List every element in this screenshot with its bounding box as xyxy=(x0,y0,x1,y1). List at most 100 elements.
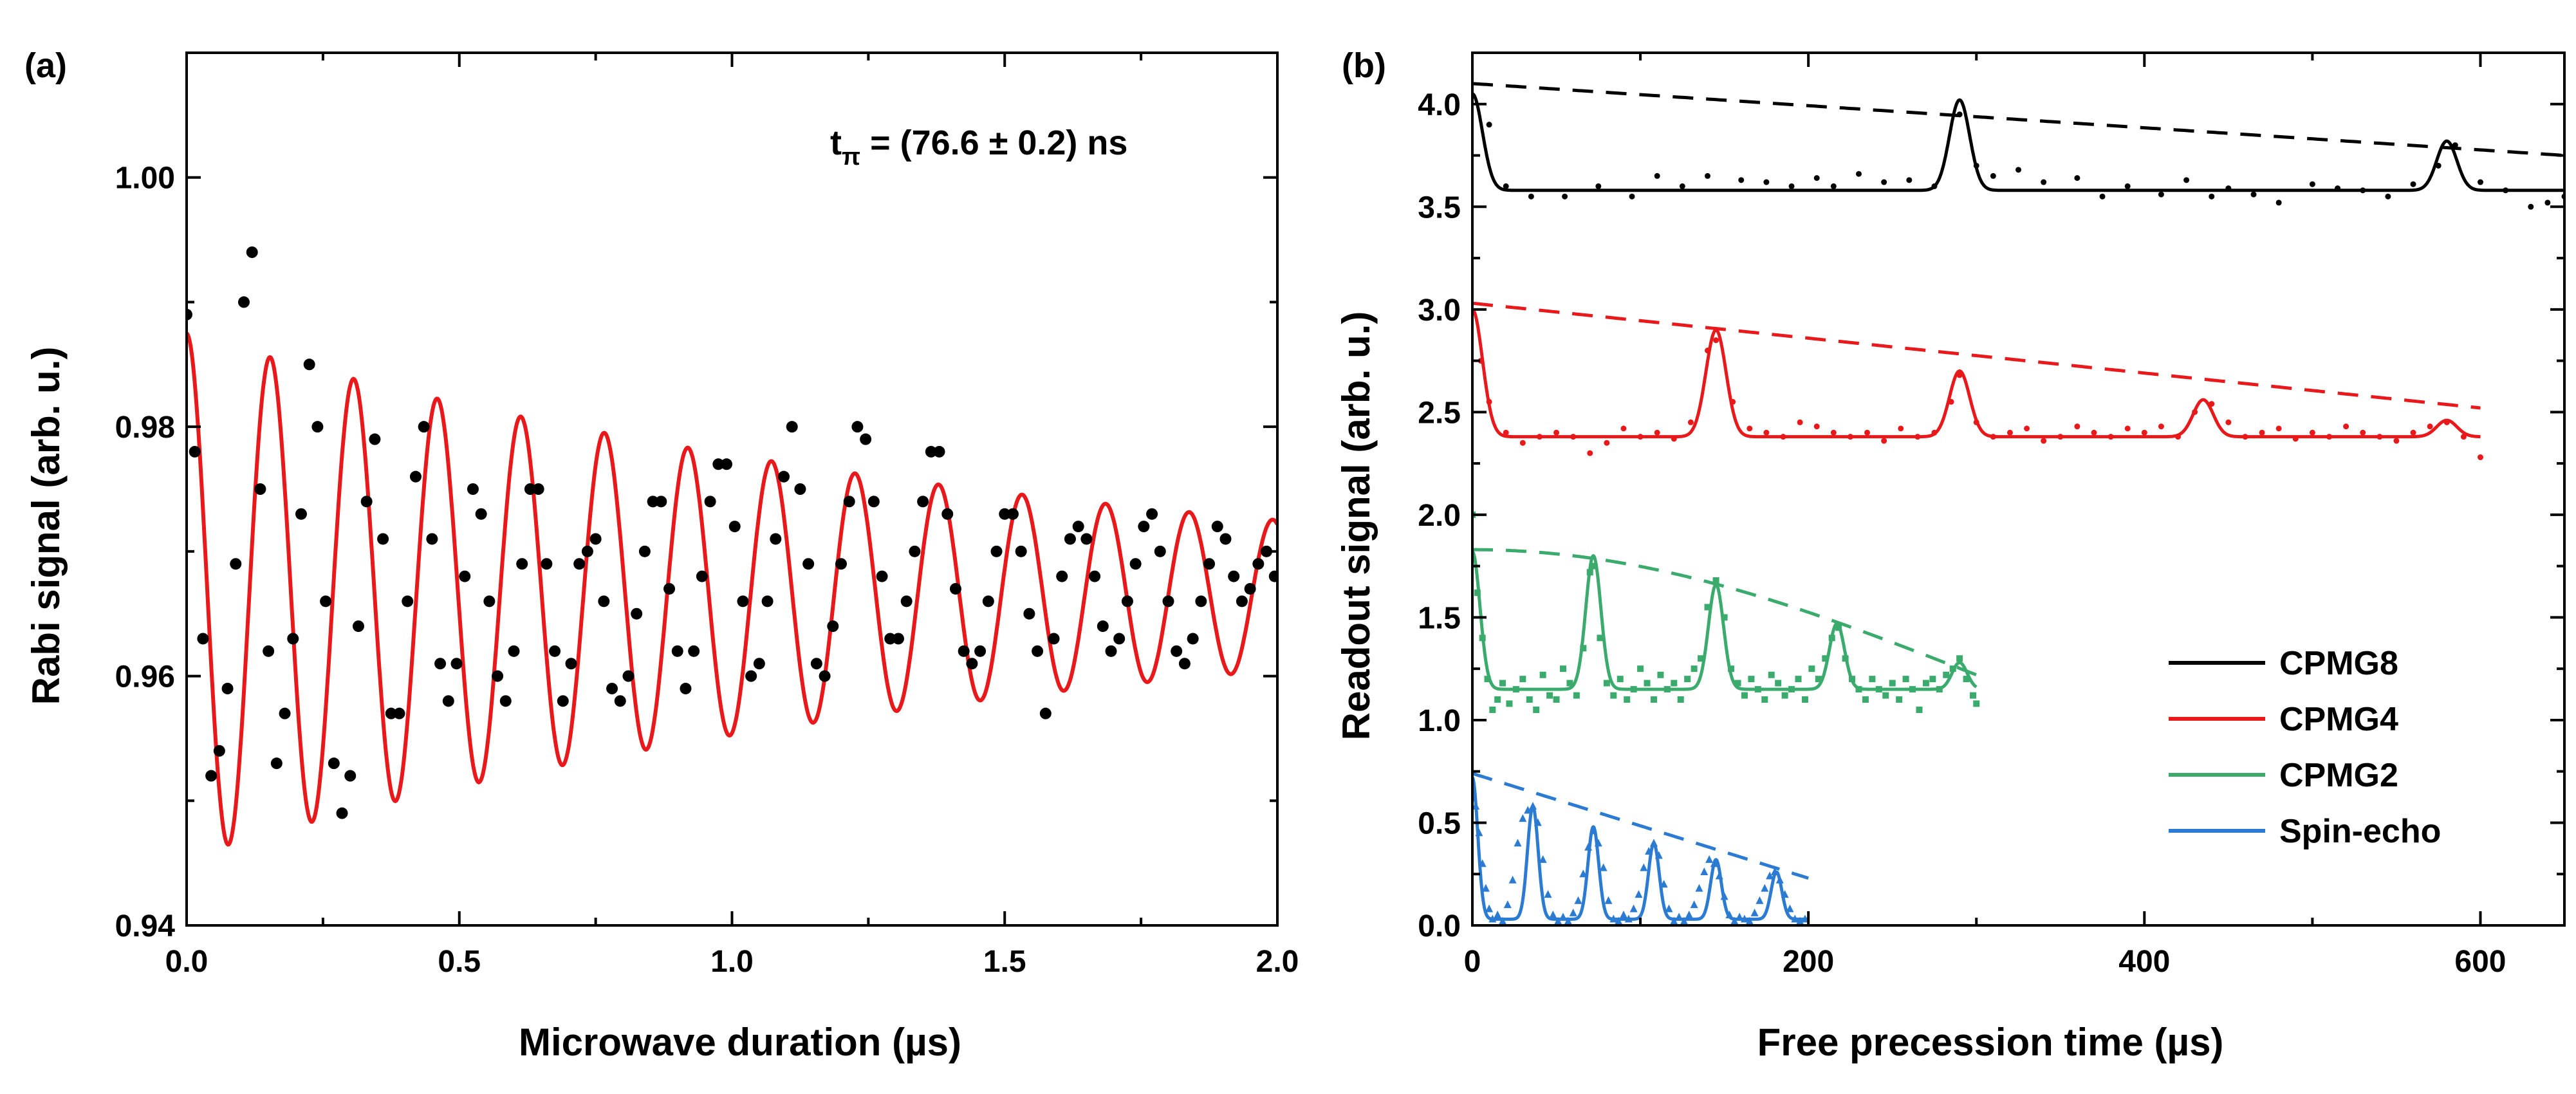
cpmg8-data-point xyxy=(1486,122,1492,128)
cpmg4-data-point xyxy=(1705,348,1711,354)
rabi-data-point xyxy=(541,558,553,570)
x-tick-label: 200 xyxy=(1783,945,1834,979)
rabi-data-point xyxy=(328,757,340,770)
rabi-data-point xyxy=(745,670,757,682)
rabi-data-point xyxy=(360,496,373,508)
spin-echo-data-point xyxy=(1750,908,1759,916)
cpmg8-data-point xyxy=(2452,142,2458,149)
panel-a-label: (a) xyxy=(24,46,67,85)
rabi-data-point xyxy=(1097,620,1109,633)
cpmg4-data-point xyxy=(2477,454,2483,461)
spin-echo-data-point xyxy=(1796,916,1804,925)
rabi-data-point xyxy=(631,607,643,620)
rabi-data-point xyxy=(925,445,937,458)
cpmg8-data-point xyxy=(1813,175,1820,181)
spin-echo-data-point xyxy=(1640,863,1648,871)
cpmg2-data-point xyxy=(1589,562,1597,570)
rabi-data-point xyxy=(426,533,438,545)
rabi-data-point xyxy=(1211,521,1223,533)
spin-echo-data-point xyxy=(1481,884,1490,892)
cpmg8-data-point xyxy=(2209,193,2215,199)
rabi-data-point xyxy=(1195,595,1207,607)
y-tick-label: 0.94 xyxy=(115,909,176,943)
rabi-data-point xyxy=(516,558,528,570)
cpmg4-data-point xyxy=(1654,429,1660,436)
rabi-data-point xyxy=(303,358,315,371)
rabi-data-point xyxy=(230,558,242,570)
cpmg2-data-point xyxy=(1617,676,1624,683)
cpmg2-data-point xyxy=(1704,604,1711,611)
cpmg2-data-point xyxy=(1882,692,1889,699)
rabi-data-point xyxy=(917,496,929,508)
cpmg4-data-point xyxy=(2309,429,2315,436)
spin-echo-data-point xyxy=(1725,911,1734,919)
rabi-data-point xyxy=(778,470,790,483)
spin-echo-data-point xyxy=(1715,871,1723,880)
rabi-data-point xyxy=(565,658,577,670)
rabi-data-point xyxy=(1064,533,1076,545)
spin-echo-data-point xyxy=(1498,916,1506,925)
cpmg4-data-point xyxy=(2024,425,2030,432)
cpmg4-data-point xyxy=(1864,429,1871,436)
cpmg4-data-point xyxy=(2192,409,2198,415)
y-tick-label: 0.5 xyxy=(1418,806,1461,840)
rabi-data-point xyxy=(835,558,847,570)
cpmg2-data-point xyxy=(1949,665,1956,672)
cpmg2-data-point xyxy=(1533,706,1540,713)
cpmg2-data-point xyxy=(1610,692,1617,699)
cpmg4-data-point xyxy=(1847,434,1853,440)
cpmg2-data-point xyxy=(1869,676,1876,683)
cpmg8-data-point xyxy=(1679,183,1685,189)
legend-cpmg2-label: CPMG2 xyxy=(2279,757,2398,794)
x-tick-label: 2.0 xyxy=(1256,945,1299,979)
cpmg4-data-point xyxy=(2091,429,2097,436)
spin-echo-data-point xyxy=(1635,890,1643,898)
cpmg4-data-point xyxy=(2259,429,2265,436)
spin-echo-data-point xyxy=(1700,867,1709,876)
rabi-data-point xyxy=(393,707,405,719)
rabi-data-point xyxy=(1203,558,1216,570)
rabi-data-point xyxy=(205,770,218,782)
spin-echo-data-point xyxy=(1494,911,1502,919)
spin-echo-data-point xyxy=(1514,839,1522,847)
rabi-data-point xyxy=(1039,707,1052,719)
cpmg2-data-point xyxy=(1691,665,1698,672)
rabi-data-point xyxy=(1219,533,1232,545)
rabi-data-point xyxy=(532,483,544,495)
cpmg2-data-point xyxy=(1896,696,1903,703)
cpmg2-data-point xyxy=(1768,671,1775,678)
rabi-data-point xyxy=(1080,533,1093,545)
cpmg2-data-point xyxy=(1842,655,1849,662)
cpmg2-data-point xyxy=(1909,686,1916,693)
cpmg8-data-point xyxy=(1881,179,1887,185)
spin-echo-data-point xyxy=(1629,904,1638,913)
cpmg8-data-point xyxy=(2410,181,2416,187)
rabi-data-point xyxy=(549,645,561,657)
rabi-data-point xyxy=(409,470,422,483)
rabi-data-point xyxy=(442,695,454,707)
cpmg2-data-point xyxy=(1489,706,1496,713)
rabi-data-point xyxy=(737,595,749,607)
cpmg4-data-point xyxy=(2393,438,2400,444)
cpmg2-data-point xyxy=(1936,686,1943,693)
panel-b-label: (b) xyxy=(1342,46,1386,85)
spin-echo-data-point xyxy=(1564,916,1572,925)
cpmg8-data-point xyxy=(2335,185,2341,192)
spin-echo-data-point xyxy=(1654,851,1663,859)
rabi-data-point xyxy=(246,246,258,258)
rabi-data-point xyxy=(1056,570,1068,582)
rabi-data-point xyxy=(475,508,487,520)
cpmg4-data-point xyxy=(1990,434,1996,440)
spin-echo-data-point xyxy=(1519,814,1527,822)
cpmg2-data-point xyxy=(1539,671,1546,678)
cpmg2-data-point xyxy=(1822,655,1829,662)
panel-a-y-axis-title: Rabi signal (arb. u.) xyxy=(24,347,68,705)
cpmg8-envelope-line xyxy=(1472,82,2564,157)
cpmg2-data-point xyxy=(1761,696,1768,703)
x-tick-label: 1.0 xyxy=(710,945,754,979)
cpmg8-data-point xyxy=(1830,183,1837,189)
rabi-data-point xyxy=(352,620,364,633)
cpmg2-data-point xyxy=(1781,692,1788,699)
cpmg4-data-point xyxy=(2209,401,2215,407)
